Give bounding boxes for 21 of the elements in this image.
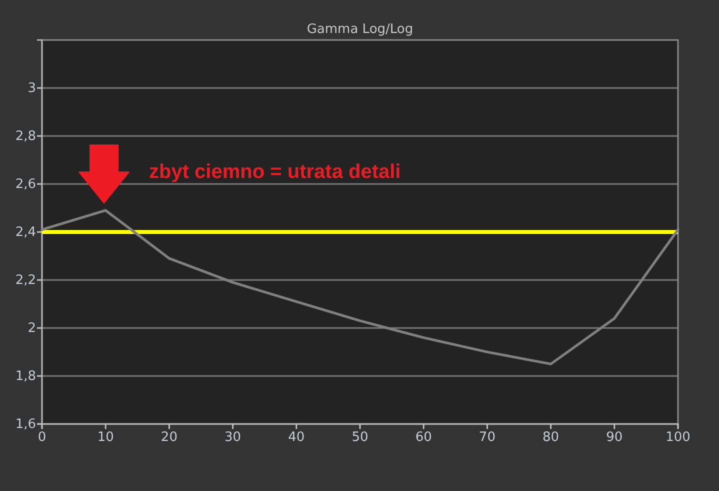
y-tick-label: 3: [28, 81, 36, 96]
x-tick-label: 10: [97, 430, 114, 446]
x-tick-label: 50: [352, 430, 368, 446]
y-tick-label: 1,8: [15, 369, 36, 384]
x-tick-label: 20: [160, 430, 178, 446]
x-tick-label: 80: [542, 430, 560, 446]
x-tick-label: 70: [478, 430, 496, 446]
x-tick-label: 60: [415, 430, 432, 446]
x-tick-label: 0: [38, 430, 46, 446]
x-tick-label: 40: [288, 430, 305, 446]
x-tick-label: 90: [606, 430, 623, 446]
annotation: zbyt ciemno = utrata detali: [149, 161, 401, 183]
y-tick-label: 2,2: [15, 273, 36, 288]
chart-title: Gamma Log/Log: [306, 22, 414, 37]
x-tick-label: 30: [224, 430, 242, 446]
y-tick-label: 2: [28, 321, 36, 336]
y-tick-label: 2,8: [15, 129, 36, 144]
y-tick-label: 2,4: [15, 225, 36, 240]
x-tick-label: 100: [666, 430, 690, 446]
y-tick-label: 2,6: [15, 177, 36, 192]
y-tick-label: 1,6: [15, 417, 36, 432]
